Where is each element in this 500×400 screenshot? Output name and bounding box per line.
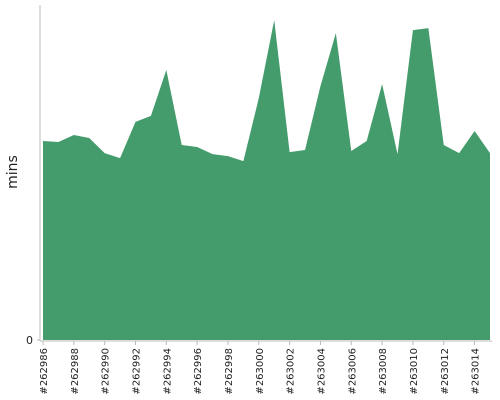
x-tick-label: #263000 (255, 348, 266, 395)
x-tick-label: #263010 (409, 348, 420, 395)
x-tick-label: #262998 (224, 348, 235, 395)
x-tick-label: #262996 (193, 348, 204, 395)
x-tick-label: #263006 (347, 348, 358, 395)
y-axis-label: mins (5, 155, 21, 189)
x-tick-label: #263008 (378, 348, 389, 395)
x-tick-label: #262986 (39, 348, 50, 395)
x-tick-label: #263002 (286, 348, 297, 395)
x-tick-label: #262994 (162, 348, 173, 395)
x-tick-label: #262988 (70, 348, 81, 395)
x-tick-label: #262990 (101, 348, 112, 395)
x-tick-label: #263014 (471, 348, 482, 395)
area (43, 20, 490, 340)
x-tick-label: #263012 (440, 348, 451, 395)
x-tick-label: #263004 (316, 348, 327, 395)
y-tick-label: 0 (26, 334, 33, 347)
x-tick-label: #262992 (131, 348, 142, 395)
